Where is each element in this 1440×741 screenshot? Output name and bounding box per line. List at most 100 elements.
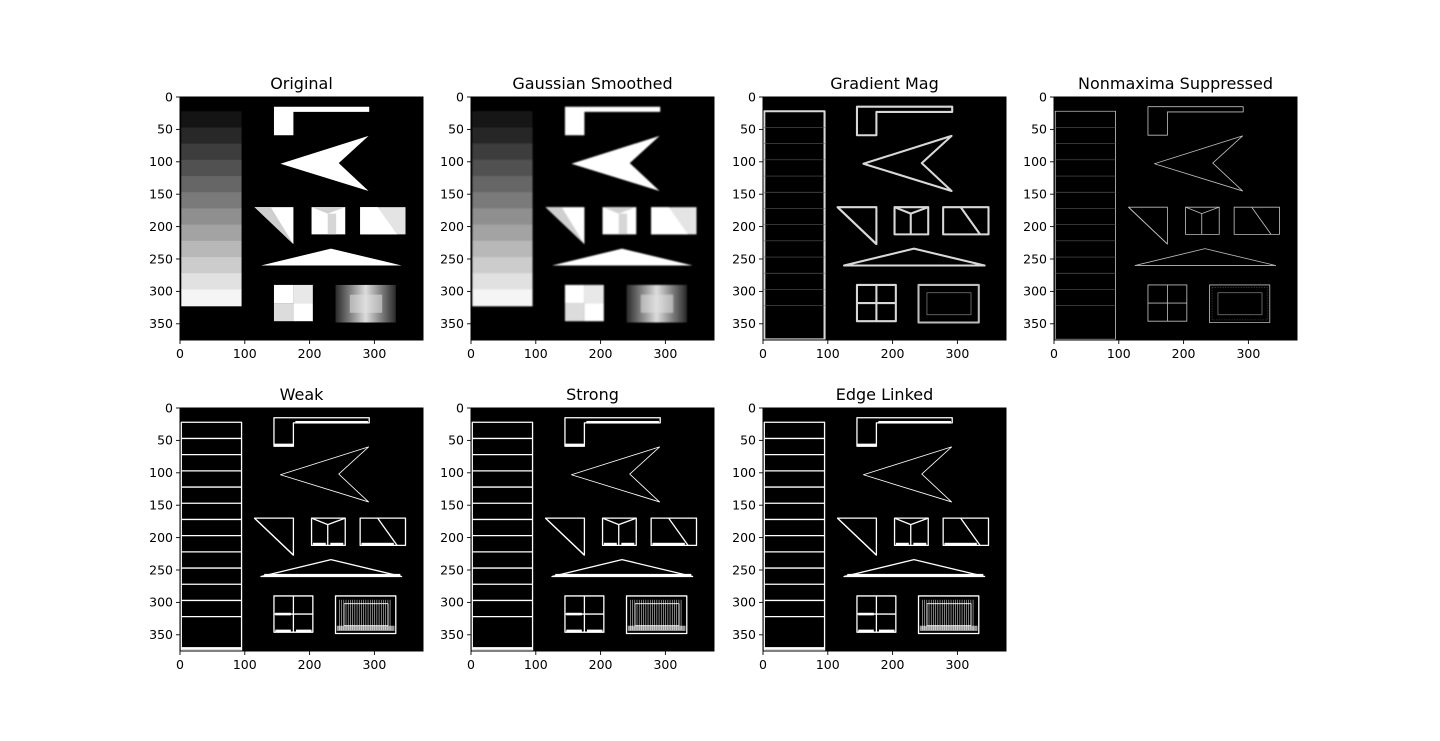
y-tick-label: 250 <box>149 562 173 577</box>
x-tick-label: 100 <box>524 346 548 361</box>
y-tick-label: 200 <box>440 219 464 234</box>
y-tick-label: 200 <box>149 530 173 545</box>
y-tick-label: 100 <box>732 154 756 169</box>
y-tick-label: 350 <box>440 316 464 331</box>
y-tick-label: 100 <box>440 154 464 169</box>
y-tick-label: 250 <box>732 562 756 577</box>
x-tick-label: 0 <box>759 346 767 361</box>
x-tick-label: 300 <box>653 346 677 361</box>
y-tick-label: 250 <box>440 251 464 266</box>
y-tick-label: 200 <box>440 530 464 545</box>
image-content <box>1054 106 1280 340</box>
x-tick-label: 100 <box>233 657 257 672</box>
y-tick-label: 150 <box>732 498 756 513</box>
image-area <box>763 408 1006 651</box>
y-tick-label: 300 <box>149 595 173 610</box>
y-tick-label: 350 <box>1023 316 1047 331</box>
y-tick-label: 150 <box>149 498 173 513</box>
y-tick-label: 50 <box>448 122 464 137</box>
y-tick-label: 350 <box>149 316 173 331</box>
x-tick-label: 0 <box>467 346 475 361</box>
y-tick-label: 50 <box>448 433 464 448</box>
x-tick-label: 200 <box>298 346 322 361</box>
y-tick-label: 0 <box>456 89 464 104</box>
y-tick-label: 350 <box>732 627 756 642</box>
y-tick-label: 300 <box>732 595 756 610</box>
y-tick-label: 50 <box>1031 122 1047 137</box>
x-tick-label: 200 <box>881 346 905 361</box>
y-tick-label: 0 <box>748 89 756 104</box>
x-tick-label: 0 <box>176 346 184 361</box>
image-content <box>763 417 990 651</box>
x-tick-label: 100 <box>524 657 548 672</box>
x-tick-label: 100 <box>1107 346 1131 361</box>
panel-title: Gaussian Smoothed <box>512 74 672 93</box>
y-tick-label: 350 <box>440 627 464 642</box>
x-tick-label: 300 <box>362 346 386 361</box>
panel-title: Edge Linked <box>836 385 934 404</box>
y-tick-label: 300 <box>1023 284 1047 299</box>
panel-title: Nonmaxima Suppressed <box>1078 74 1273 93</box>
image-area <box>180 408 423 651</box>
panel-4: Nonmaxima Suppressed 0 50 100 150 200 250 300 35… <box>1023 74 1298 361</box>
x-tick-label: 200 <box>298 657 322 672</box>
y-tick-label: 300 <box>440 595 464 610</box>
y-tick-label: 100 <box>732 465 756 480</box>
panel-title: Original <box>270 74 333 93</box>
x-tick-label: 100 <box>816 657 840 672</box>
y-tick-label: 300 <box>440 284 464 299</box>
x-tick-label: 300 <box>653 657 677 672</box>
y-tick-label: 150 <box>440 498 464 513</box>
image-content <box>472 106 697 323</box>
x-tick-label: 200 <box>589 346 613 361</box>
y-tick-label: 50 <box>740 433 756 448</box>
image-area <box>1054 97 1297 340</box>
x-tick-label: 0 <box>467 657 475 672</box>
y-tick-label: 50 <box>157 433 173 448</box>
x-tick-label: 100 <box>233 346 257 361</box>
y-tick-label: 50 <box>157 122 173 137</box>
y-tick-label: 300 <box>149 284 173 299</box>
y-tick-label: 250 <box>440 562 464 577</box>
y-tick-label: 350 <box>149 627 173 642</box>
y-tick-label: 150 <box>732 187 756 202</box>
panel-title: Weak <box>280 385 325 404</box>
image-content <box>763 105 990 340</box>
x-tick-label: 300 <box>1236 346 1260 361</box>
x-tick-label: 0 <box>759 657 767 672</box>
image-content <box>180 417 407 651</box>
y-tick-label: 0 <box>1039 89 1047 104</box>
panel-title: Strong <box>566 385 619 404</box>
y-tick-label: 100 <box>440 465 464 480</box>
y-tick-label: 200 <box>732 219 756 234</box>
panel-title: Gradient Mag <box>830 74 939 93</box>
y-tick-label: 250 <box>1023 251 1047 266</box>
y-tick-label: 150 <box>149 187 173 202</box>
y-tick-label: 0 <box>748 400 756 415</box>
y-tick-label: 350 <box>732 316 756 331</box>
y-tick-label: 0 <box>165 89 173 104</box>
x-tick-label: 200 <box>1172 346 1196 361</box>
x-tick-label: 100 <box>816 346 840 361</box>
image-area <box>471 408 714 651</box>
y-tick-label: 200 <box>732 530 756 545</box>
x-tick-label: 300 <box>362 657 386 672</box>
y-tick-label: 0 <box>456 400 464 415</box>
y-tick-label: 50 <box>740 122 756 137</box>
y-tick-label: 250 <box>149 251 173 266</box>
image-content <box>181 106 406 323</box>
y-tick-label: 100 <box>149 154 173 169</box>
x-tick-label: 200 <box>589 657 613 672</box>
x-tick-label: 300 <box>945 657 969 672</box>
y-tick-label: 0 <box>165 400 173 415</box>
x-tick-label: 300 <box>945 346 969 361</box>
y-tick-label: 200 <box>149 219 173 234</box>
y-tick-label: 200 <box>1023 219 1047 234</box>
